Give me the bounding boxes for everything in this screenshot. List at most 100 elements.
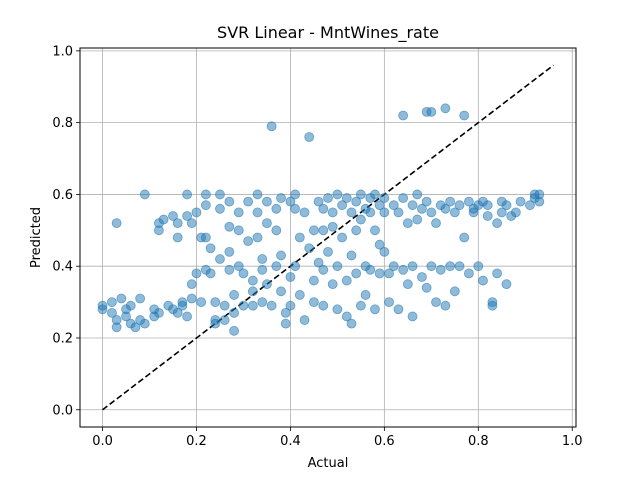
y-tick-label: 1.0	[52, 44, 73, 59]
scatter-point	[351, 225, 362, 236]
scatter-point	[355, 300, 366, 311]
scatter-point	[440, 103, 451, 114]
scatter-point	[219, 300, 230, 311]
scatter-point	[379, 246, 390, 257]
scatter-point	[285, 272, 296, 282]
scatter-point	[168, 211, 178, 221]
scatter-point	[107, 297, 117, 308]
scatter-point	[290, 203, 301, 214]
scatter-point	[276, 250, 286, 261]
scatter-point	[398, 193, 409, 203]
scatter-point	[449, 207, 460, 218]
scatter-point	[482, 200, 493, 211]
scatter-point	[318, 203, 329, 214]
scatter-point	[393, 304, 404, 315]
scatter-point	[473, 261, 484, 272]
scatter-point	[332, 189, 343, 200]
scatter-point	[459, 110, 470, 121]
scatter-point	[229, 325, 239, 336]
scatter-point	[412, 214, 423, 225]
scatter-point	[200, 189, 211, 200]
scatter-point	[266, 121, 277, 132]
scatter-point	[158, 214, 169, 225]
scatter-point	[327, 279, 338, 290]
scatter-points	[97, 103, 545, 336]
scatter-point	[355, 214, 366, 225]
scatter-point	[304, 132, 315, 142]
scatter-point	[271, 225, 282, 236]
x-tick-label: 0.4	[280, 434, 301, 449]
scatter-point	[384, 268, 394, 279]
scatter-point	[445, 196, 456, 207]
scatter-point	[309, 225, 319, 236]
x-tick-label: 0.8	[468, 434, 489, 449]
scatter-point	[360, 290, 371, 300]
scatter-point	[210, 297, 221, 308]
scatter-point	[304, 243, 315, 254]
scatter-point	[233, 225, 244, 236]
scatter-point	[280, 318, 291, 329]
scatter-point	[224, 221, 235, 232]
scatter-point	[440, 300, 451, 311]
reference-line	[102, 64, 554, 411]
scatter-point	[191, 268, 202, 279]
scatter-point	[299, 315, 310, 325]
scatter-point	[501, 279, 512, 290]
scatter-point	[421, 196, 432, 207]
scatter-point	[154, 307, 164, 318]
scatter-point	[351, 196, 362, 207]
scatter-point	[243, 236, 254, 246]
scatter-point	[388, 261, 399, 272]
scatter-point	[482, 211, 493, 221]
scatter-point	[121, 311, 131, 322]
scatter-point	[492, 218, 502, 229]
scatter-point	[346, 250, 357, 261]
scatter-point	[374, 268, 385, 279]
scatter-point	[224, 246, 235, 257]
scatter-point	[402, 218, 413, 229]
scatter-point	[294, 232, 305, 243]
scatter-point	[525, 200, 535, 211]
scatter-point	[177, 297, 188, 308]
scatter-point	[107, 307, 117, 318]
scatter-point	[417, 272, 427, 282]
scatter-point	[172, 232, 183, 243]
scatter-point	[135, 293, 146, 304]
scatter-point	[435, 264, 446, 275]
scatter-point	[191, 207, 202, 218]
scatter-point	[355, 189, 366, 200]
x-axis-label: Actual	[308, 456, 349, 471]
scatter-point	[257, 254, 268, 264]
y-axis-ticks: 0.0 0.2 0.4 0.6 0.8 1.0	[52, 44, 80, 418]
scatter-point	[351, 268, 362, 279]
scatter-point	[125, 300, 136, 311]
scatter-point	[247, 275, 258, 286]
scatter-point	[323, 193, 333, 203]
scatter-point	[365, 264, 376, 275]
scatter-point	[327, 221, 338, 232]
scatter-point	[215, 254, 225, 264]
scatter-point	[407, 311, 418, 322]
scatter-point	[332, 261, 343, 272]
scatter-point	[111, 322, 122, 333]
scatter-point	[116, 293, 127, 304]
scatter-point	[459, 232, 470, 243]
scatter-point	[398, 264, 409, 275]
scatter-point	[252, 207, 263, 218]
scatter-point	[224, 264, 235, 275]
scatter-point	[238, 268, 249, 279]
scatter-point	[294, 290, 305, 300]
scatter-point	[496, 207, 507, 218]
scatter-point	[139, 189, 150, 200]
scatter-point	[247, 286, 258, 297]
y-axis-label: Predicted	[29, 207, 44, 268]
scatter-point	[365, 207, 376, 218]
scatter-point	[233, 261, 244, 272]
plot-frame	[79, 47, 577, 428]
x-tick-label: 0.0	[92, 434, 113, 449]
x-axis-ticks: 0.0 0.2 0.4 0.6 0.8 1.0	[92, 427, 583, 449]
scatter-point	[247, 300, 258, 311]
scatter-point	[200, 232, 211, 243]
scatter-point	[285, 196, 296, 207]
scatter-point	[398, 110, 409, 121]
